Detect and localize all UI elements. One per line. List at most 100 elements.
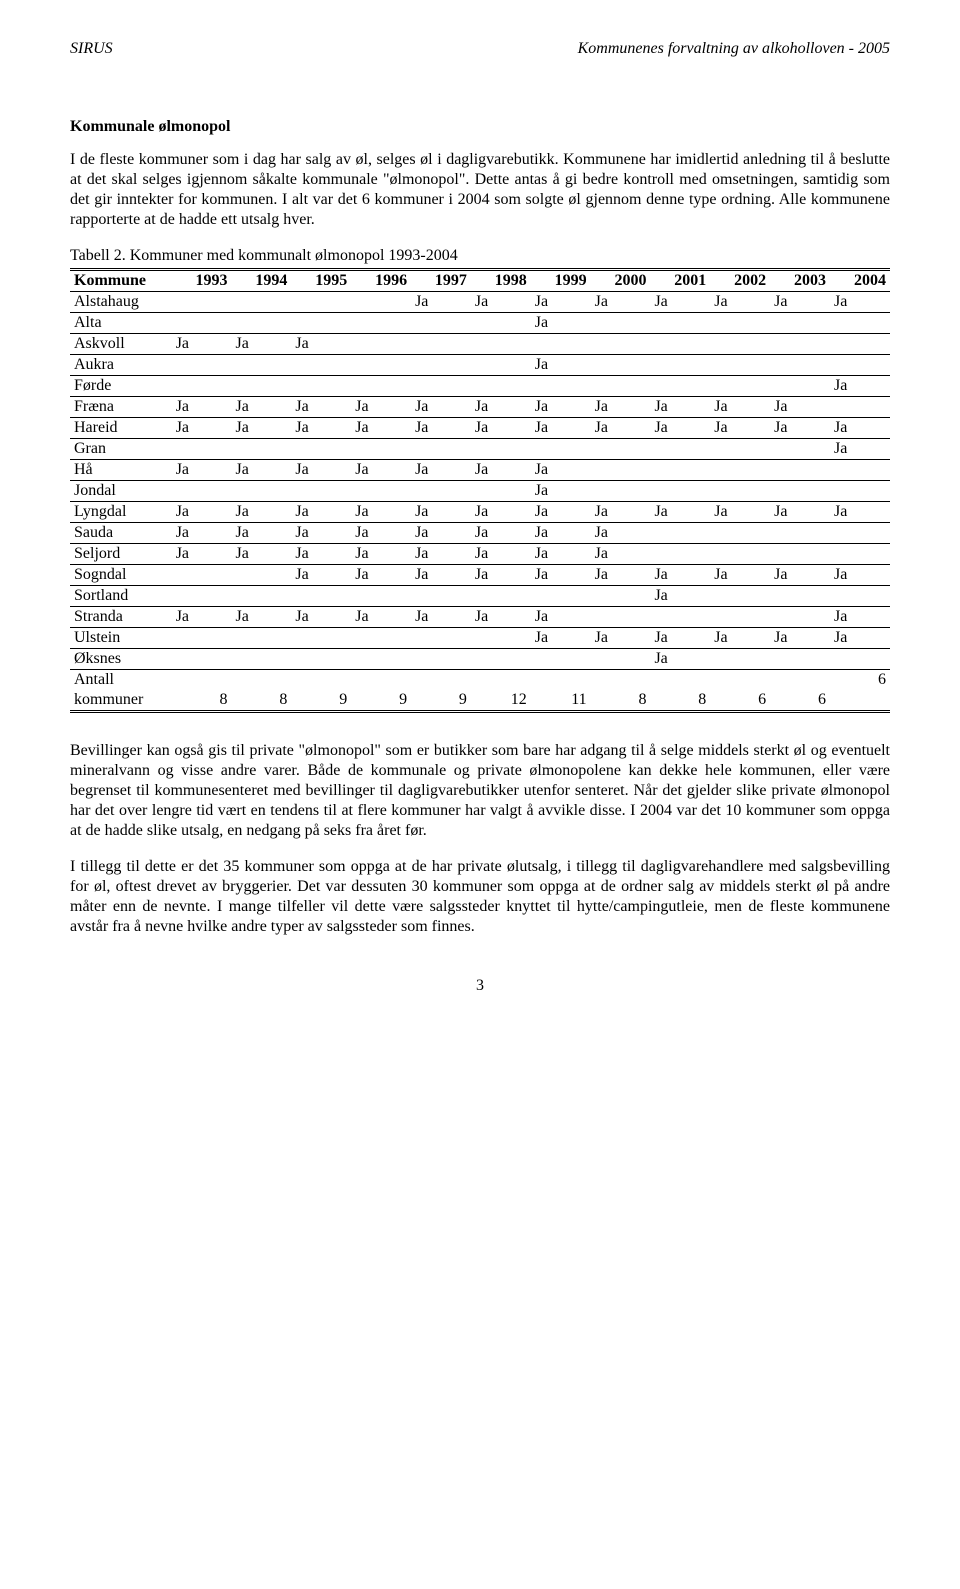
cell: [291, 313, 351, 334]
cell: [291, 481, 351, 502]
row-name: Fræna: [70, 397, 172, 418]
cell: Ja: [710, 418, 770, 439]
cell: Ja: [830, 292, 890, 313]
cell: Ja: [710, 397, 770, 418]
cell: Ja: [411, 523, 471, 544]
cell: [710, 649, 770, 670]
cell: [411, 649, 471, 670]
cell: Ja: [232, 523, 292, 544]
cell: [770, 607, 830, 628]
cell: [710, 313, 770, 334]
cell: Ja: [351, 565, 411, 586]
cell: Ja: [291, 460, 351, 481]
monopol-table: Kommune 1993 1994 1995 1996 1997 1998 19…: [70, 268, 890, 713]
table-row: AskvollJaJaJa: [70, 334, 890, 355]
cell: Ja: [531, 565, 591, 586]
totals-cell-empty: [351, 670, 411, 691]
cell: Ja: [531, 628, 591, 649]
table-row: FørdeJa: [70, 376, 890, 397]
cell: Ja: [830, 565, 890, 586]
paragraph-3: I tillegg til dette er det 35 kommuner s…: [70, 857, 890, 937]
cell: Ja: [830, 376, 890, 397]
col-year-1995: 1995: [291, 270, 351, 292]
cell: [830, 586, 890, 607]
table-row: StrandaJaJaJaJaJaJaJaJa: [70, 607, 890, 628]
cell: [591, 607, 651, 628]
cell: Ja: [531, 544, 591, 565]
cell: Ja: [531, 607, 591, 628]
cell: Ja: [591, 418, 651, 439]
cell: [650, 439, 710, 460]
table-row: AlstahaugJaJaJaJaJaJaJaJa: [70, 292, 890, 313]
cell: Ja: [770, 565, 830, 586]
cell: Ja: [172, 502, 232, 523]
cell: Ja: [411, 460, 471, 481]
cell: [830, 397, 890, 418]
cell: [830, 334, 890, 355]
cell: [591, 439, 651, 460]
totals-cell-empty: [172, 670, 232, 691]
cell: Ja: [172, 460, 232, 481]
cell: Ja: [531, 460, 591, 481]
cell: [710, 460, 770, 481]
cell: [411, 313, 471, 334]
totals-label-bottom: kommuner: [70, 690, 172, 712]
cell: [471, 376, 531, 397]
cell: Ja: [351, 607, 411, 628]
cell: [710, 481, 770, 502]
cell: Ja: [770, 502, 830, 523]
cell: [531, 649, 591, 670]
paragraph-2: Bevillinger kan også gis til private "øl…: [70, 741, 890, 841]
col-year-2002: 2002: [710, 270, 770, 292]
cell: [351, 586, 411, 607]
totals-row-bottom: kommuner8899912118866: [70, 690, 890, 712]
cell: Ja: [232, 607, 292, 628]
cell: [830, 460, 890, 481]
cell: [172, 481, 232, 502]
cell: [710, 439, 770, 460]
col-year-2001: 2001: [650, 270, 710, 292]
cell: Ja: [591, 628, 651, 649]
cell: Ja: [471, 565, 531, 586]
cell: [232, 628, 292, 649]
cell: Ja: [351, 418, 411, 439]
row-name: Askvoll: [70, 334, 172, 355]
totals-cell-empty: [411, 670, 471, 691]
table-row: SeljordJaJaJaJaJaJaJaJa: [70, 544, 890, 565]
cell: [830, 355, 890, 376]
cell: [471, 481, 531, 502]
page-header: SIRUS Kommunenes forvaltning av alkoholl…: [70, 40, 890, 58]
cell: [411, 439, 471, 460]
cell: [172, 376, 232, 397]
col-year-1999: 1999: [531, 270, 591, 292]
cell: [591, 649, 651, 670]
cell: Ja: [770, 292, 830, 313]
page-number: 3: [70, 977, 890, 995]
cell: [172, 292, 232, 313]
totals-value: 6: [710, 690, 770, 712]
totals-value: 8: [232, 690, 292, 712]
totals-row-top: Antall6: [70, 670, 890, 691]
cell: Ja: [531, 481, 591, 502]
totals-value: 9: [351, 690, 411, 712]
cell: [770, 355, 830, 376]
cell: Ja: [650, 565, 710, 586]
cell: Ja: [830, 628, 890, 649]
row-name: Hå: [70, 460, 172, 481]
cell: [172, 649, 232, 670]
cell: [770, 376, 830, 397]
table-header-row: Kommune 1993 1994 1995 1996 1997 1998 19…: [70, 270, 890, 292]
cell: [351, 313, 411, 334]
cell: Ja: [351, 502, 411, 523]
section-title: Kommunale ølmonopol: [70, 118, 890, 136]
cell: Ja: [770, 397, 830, 418]
totals-value: 9: [291, 690, 351, 712]
cell: Ja: [591, 397, 651, 418]
cell: Ja: [232, 397, 292, 418]
cell: [351, 292, 411, 313]
col-year-1998: 1998: [471, 270, 531, 292]
cell: Ja: [830, 439, 890, 460]
header-left: SIRUS: [70, 40, 113, 58]
cell: Ja: [650, 502, 710, 523]
cell: [650, 334, 710, 355]
